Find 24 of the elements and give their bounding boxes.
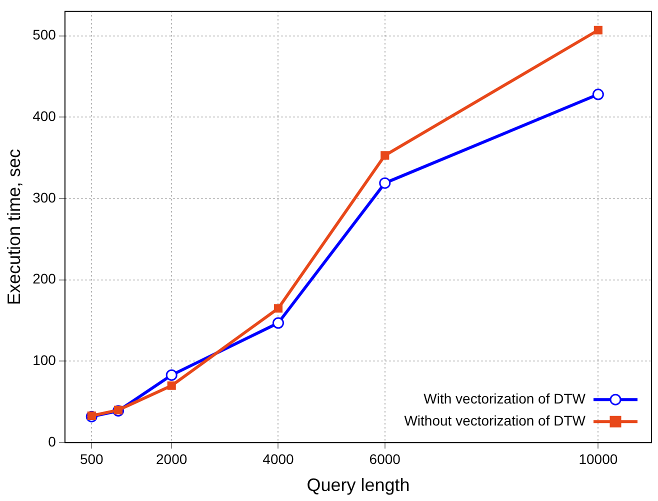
x-axis-title: Query length bbox=[306, 475, 410, 496]
point bbox=[274, 304, 283, 313]
legend-label: With vectorization of DTW bbox=[424, 390, 586, 406]
point bbox=[379, 177, 391, 189]
point bbox=[380, 151, 390, 160]
point bbox=[272, 317, 284, 329]
point bbox=[594, 26, 602, 34]
x-tick-label: 2000 bbox=[156, 450, 188, 467]
y-tick-label: 0 bbox=[48, 433, 56, 450]
point bbox=[166, 369, 178, 381]
y-tick-label: 400 bbox=[32, 108, 56, 124]
point bbox=[167, 381, 176, 390]
x-tick-label: 10000 bbox=[578, 450, 618, 467]
x-tick-label: 500 bbox=[80, 450, 104, 467]
x-tick-label: 4000 bbox=[262, 450, 294, 467]
point bbox=[114, 406, 123, 414]
y-tick-label: 100 bbox=[32, 352, 56, 368]
y-axis-title: Execution time, sec bbox=[4, 148, 24, 306]
y-tick-label: 200 bbox=[32, 270, 56, 287]
y-tick-label: 500 bbox=[32, 26, 56, 43]
y-tick-label: 300 bbox=[32, 189, 56, 206]
point bbox=[592, 88, 604, 100]
legend-label: Without vectorization of DTW bbox=[404, 412, 586, 428]
x-tick-label: 6000 bbox=[369, 450, 401, 467]
